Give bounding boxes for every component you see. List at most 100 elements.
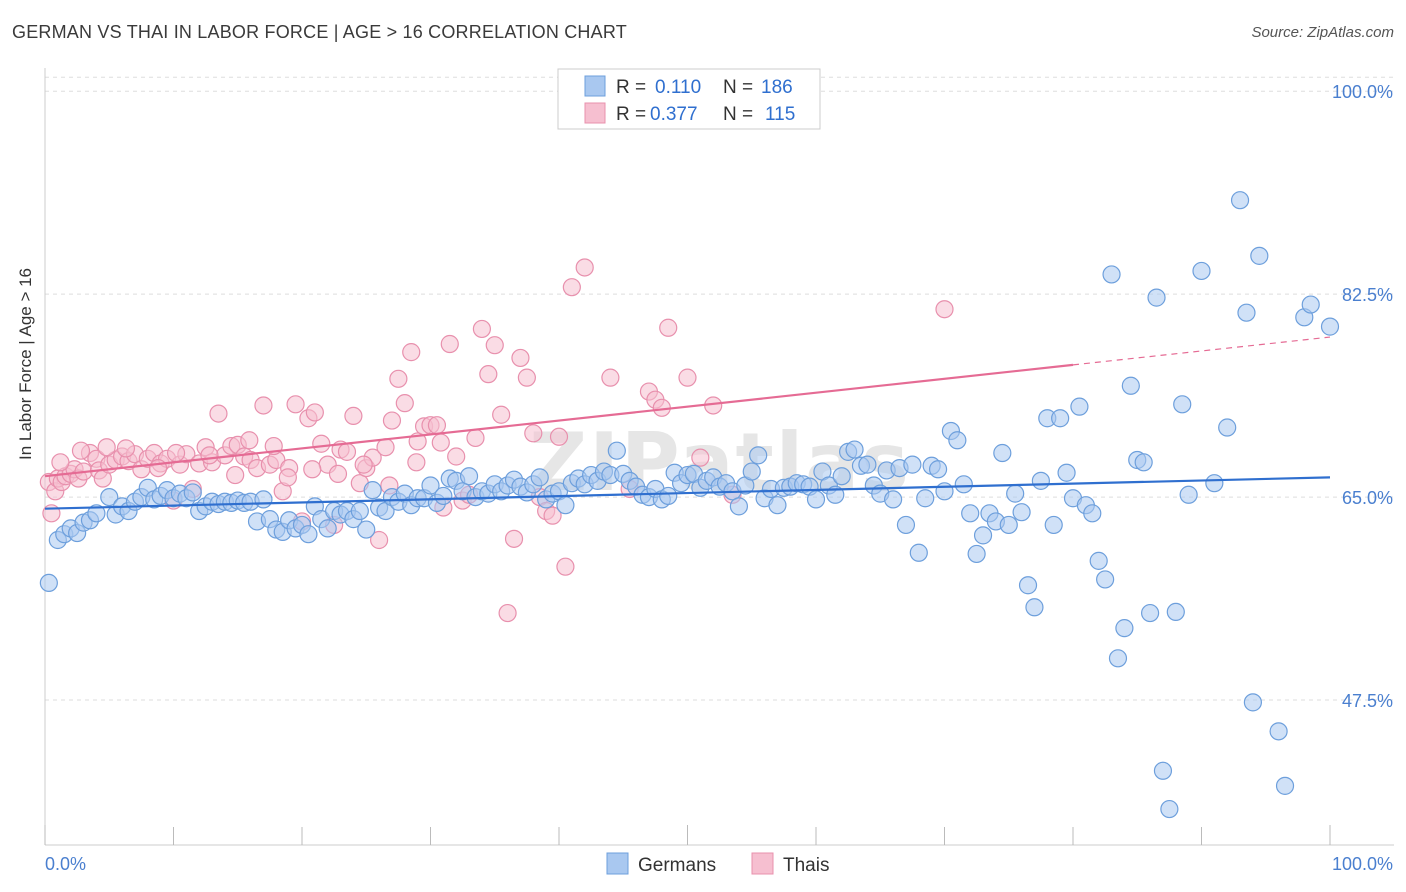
thai-point xyxy=(524,424,543,443)
thai-point xyxy=(691,448,710,467)
german-point xyxy=(1160,799,1179,819)
german-point xyxy=(1115,619,1134,638)
thai-point xyxy=(278,468,297,487)
thai-point xyxy=(562,278,581,297)
german-point xyxy=(1051,409,1070,428)
thai-point xyxy=(395,394,414,413)
german-point xyxy=(1192,261,1211,281)
legend-n-label-thais: N = xyxy=(723,104,753,125)
german-point xyxy=(916,489,935,508)
thai-point xyxy=(427,416,447,435)
german-point xyxy=(1173,395,1192,414)
german-point xyxy=(858,455,877,474)
german-trendline xyxy=(44,476,1331,510)
thai-trendline-extension xyxy=(1072,336,1331,366)
thai-point xyxy=(200,446,219,465)
thai-point xyxy=(328,464,348,483)
legend-swatch-germans xyxy=(584,75,606,97)
axes xyxy=(44,68,1394,846)
german-point xyxy=(1134,453,1153,472)
thai-point xyxy=(511,348,530,368)
german-point xyxy=(1102,265,1121,284)
legend-n-label-germans: N = xyxy=(723,77,753,98)
german-point xyxy=(993,443,1012,463)
german-point xyxy=(729,497,749,516)
german-point xyxy=(363,481,382,500)
thai-point xyxy=(935,300,954,319)
german-point xyxy=(1147,288,1166,307)
legend-n-value-germans: 186 xyxy=(761,77,793,98)
legend-r-label-thais: R = xyxy=(616,104,646,125)
gridlines xyxy=(45,76,1394,701)
german-point xyxy=(903,455,922,474)
y-tick-label: 65.0% xyxy=(1342,488,1393,508)
german-point xyxy=(1018,576,1038,595)
thai-point xyxy=(447,447,466,466)
y-tick-label: 82.5% xyxy=(1342,285,1393,305)
legend-r-value-germans: 0.110 xyxy=(655,77,701,98)
thai-point xyxy=(504,529,524,548)
thai-point xyxy=(498,603,517,623)
stats-legend: R = 0.110 N = 186 R = 0.377 N = 115 xyxy=(557,68,821,130)
german-point xyxy=(1275,776,1295,795)
thai-point xyxy=(678,368,697,387)
series-legend: Germans Thais xyxy=(606,852,829,876)
thai-point xyxy=(492,405,511,424)
german-point xyxy=(556,496,575,515)
german-point xyxy=(1057,463,1076,482)
thai-point xyxy=(344,406,363,426)
german-point xyxy=(1250,246,1269,265)
thai-point xyxy=(601,368,620,387)
german-point xyxy=(1140,603,1160,623)
german-point xyxy=(1006,484,1025,503)
german-point xyxy=(768,496,787,515)
german-point xyxy=(607,441,626,460)
german-point xyxy=(183,483,202,502)
german-point xyxy=(1096,570,1115,589)
german-point xyxy=(1301,295,1320,314)
german-point xyxy=(1044,515,1063,535)
thai-point xyxy=(485,336,504,355)
x-tick-label-max: 100.0% xyxy=(1332,854,1393,874)
german-point xyxy=(896,515,916,535)
german-point xyxy=(1012,503,1031,522)
y-tick-label: 100.0% xyxy=(1332,82,1393,102)
german-point xyxy=(318,519,337,538)
german-point xyxy=(459,467,479,486)
thai-point xyxy=(312,434,331,453)
german-point xyxy=(1089,551,1108,570)
german-point xyxy=(659,486,678,506)
thai-point xyxy=(354,455,373,474)
german-point xyxy=(1153,761,1173,780)
german-point xyxy=(530,468,549,487)
thai-point xyxy=(148,458,168,478)
thai-point xyxy=(407,453,426,472)
german-point xyxy=(1243,693,1263,712)
legend-n-value-thais: 115 xyxy=(765,104,795,125)
thai-point xyxy=(209,404,228,423)
thai-point xyxy=(51,453,70,472)
thai-point xyxy=(389,369,408,388)
thai-point xyxy=(431,433,450,452)
thai-points xyxy=(39,258,954,623)
thai-point xyxy=(254,396,273,415)
thai-point xyxy=(382,411,402,430)
y-tick-label: 47.5% xyxy=(1342,691,1393,711)
thai-point xyxy=(440,334,459,354)
thai-point xyxy=(556,557,575,576)
thai-point xyxy=(472,319,491,339)
german-point xyxy=(100,487,119,507)
thai-point xyxy=(305,403,324,422)
thai-point xyxy=(286,395,305,414)
tick-labels: 47.5% 65.0% 82.5% 100.0% 0.0% 100.0% xyxy=(45,82,1393,874)
german-point xyxy=(1166,602,1185,622)
thai-point xyxy=(376,438,395,457)
thai-point xyxy=(659,318,678,337)
german-point xyxy=(961,504,980,523)
german-point xyxy=(935,482,954,501)
german-point xyxy=(1205,474,1224,493)
german-point xyxy=(806,490,826,509)
german-point xyxy=(434,486,453,506)
thai-point xyxy=(517,368,536,387)
